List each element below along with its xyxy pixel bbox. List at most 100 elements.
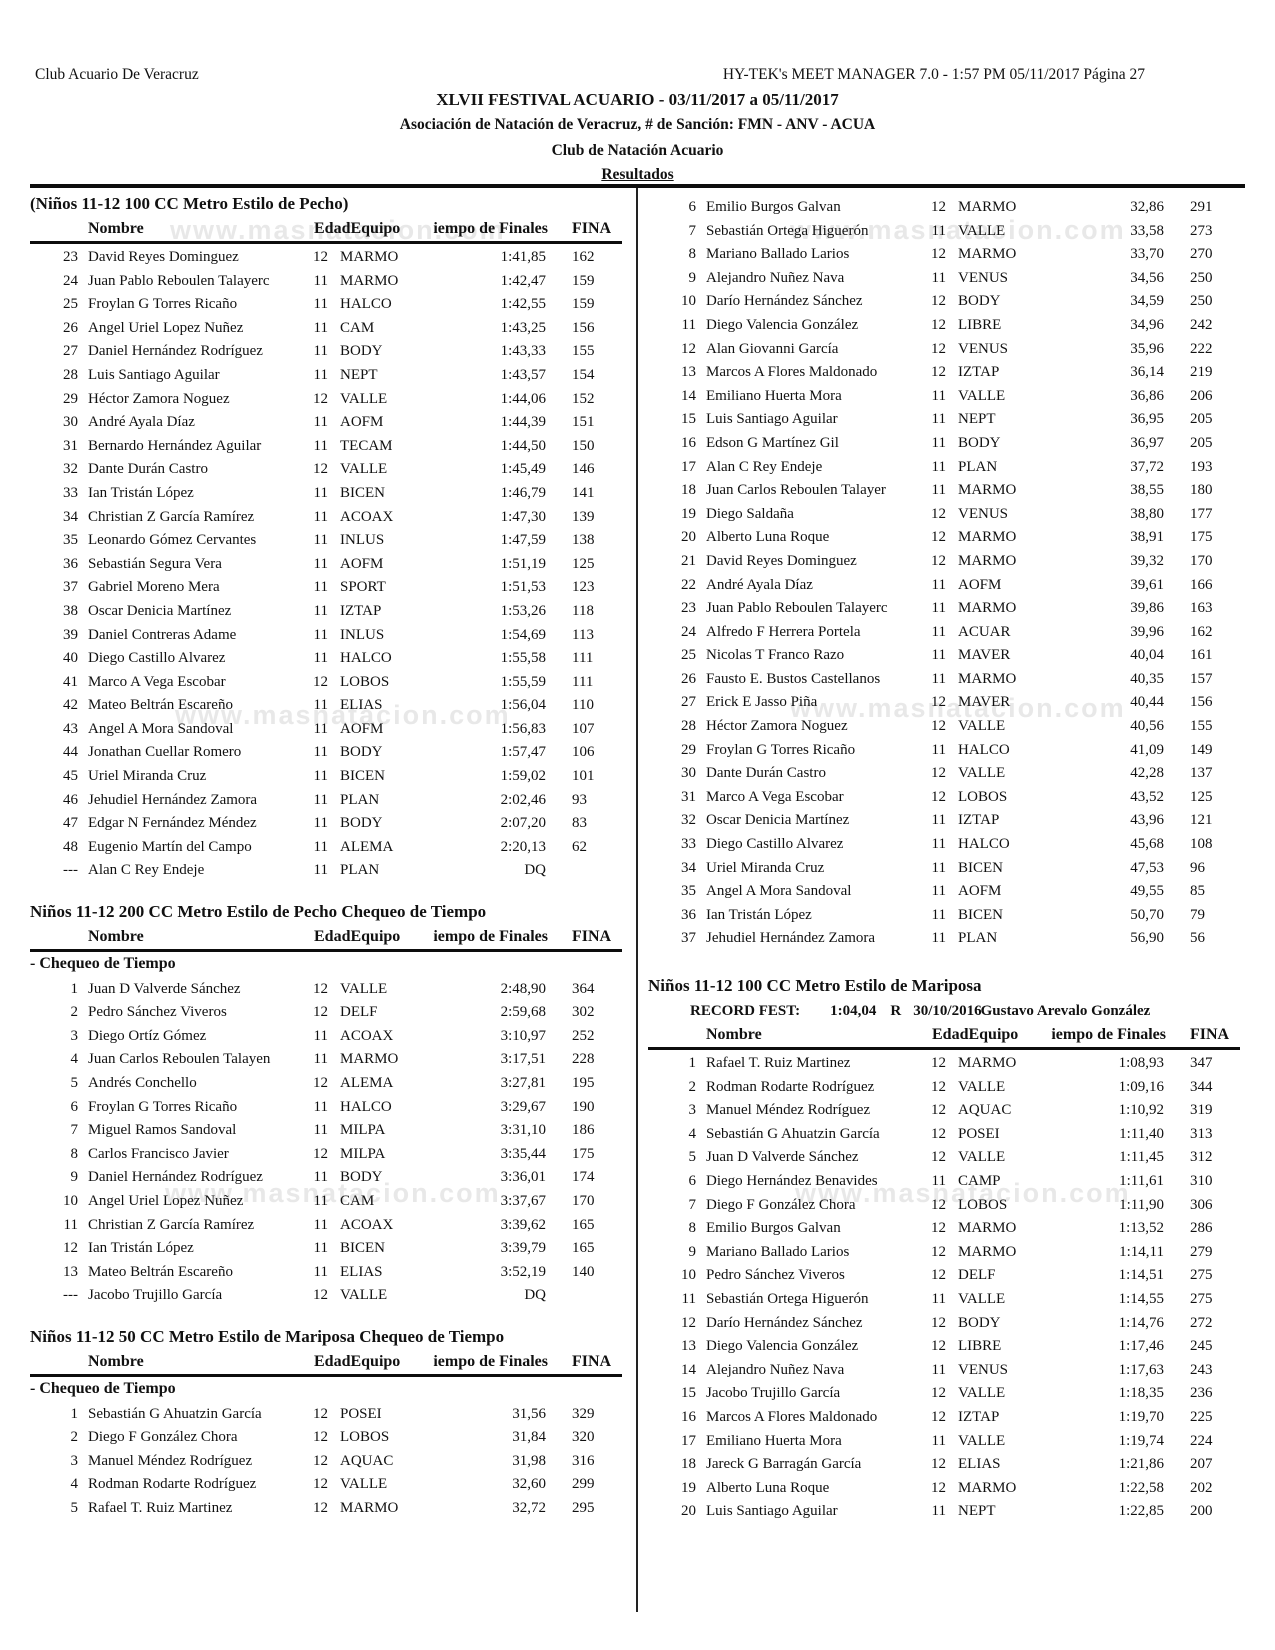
- header-tiempo-finales: iempo de Finales: [433, 928, 548, 946]
- age-cell: 11: [931, 600, 946, 617]
- age-cell: 11: [931, 930, 946, 947]
- age-cell: 11: [313, 579, 328, 596]
- fina-cell: 93: [572, 791, 587, 808]
- team-cell: MILPA: [340, 1145, 386, 1162]
- team-cell: CAM: [340, 1192, 375, 1209]
- time-cell: 1:42,47: [500, 272, 546, 289]
- result-row: 37 Gabriel Moreno Mera 11 SPORT 1:51,53 …: [30, 576, 622, 600]
- age-cell: 11: [931, 434, 946, 451]
- result-row: 31 Bernardo Hernández Aguilar 11 TECAM 1…: [30, 435, 622, 459]
- result-row: 46 Jehudiel Hernández Zamora 11 PLAN 2:0…: [30, 789, 622, 813]
- name-cell: Juan D Valverde Sánchez: [88, 980, 241, 997]
- time-cell: 36,14: [1130, 364, 1164, 381]
- name-cell: Alan Giovanni García: [706, 340, 839, 357]
- team-cell: TECAM: [340, 437, 393, 454]
- fina-cell: 137: [1190, 765, 1213, 782]
- time-cell: 3:17,51: [500, 1051, 546, 1068]
- sanction-line: Asociación de Natación de Veracruz, # de…: [399, 116, 876, 133]
- time-cell: 50,70: [1130, 906, 1164, 923]
- name-cell: Mariano Ballado Larios: [706, 1243, 850, 1260]
- result-row: 14 Emiliano Huerta Mora 11 VALLE 36,86 2…: [648, 385, 1240, 409]
- age-cell: 12: [931, 1314, 946, 1331]
- team-cell: ELIAS: [340, 697, 383, 714]
- age-cell: 11: [313, 366, 328, 383]
- left-column: (Niños 11-12 100 CC Metro Estilo de Pech…: [30, 191, 622, 1521]
- result-row: 19 Diego Saldaña 12 VENUS 38,80 177: [648, 503, 1240, 527]
- place-cell: 33: [681, 836, 696, 853]
- result-row: 36 Sebastián Segura Vera 11 AOFM 1:51,19…: [30, 553, 622, 577]
- age-cell: 11: [313, 484, 328, 501]
- age-cell: 11: [931, 883, 946, 900]
- age-cell: 12: [313, 1499, 328, 1516]
- table-header: Nombre EdadEquipo iempo de Finales FINA: [30, 217, 622, 244]
- place-cell: 4: [688, 1125, 697, 1142]
- time-cell: 1:13,52: [1118, 1220, 1164, 1237]
- fina-cell: 205: [1190, 411, 1213, 428]
- time-cell: 1:45,49: [500, 461, 546, 478]
- name-cell: Dante Durán Castro: [706, 765, 826, 782]
- place-cell: 26: [63, 319, 78, 336]
- fina-cell: 219: [1190, 364, 1213, 381]
- time-cell: 1:10,92: [1118, 1102, 1164, 1119]
- name-cell: Diego Castillo Alvarez: [706, 836, 844, 853]
- fina-cell: 344: [1190, 1078, 1213, 1095]
- time-cell: 49,55: [1130, 883, 1164, 900]
- time-cell: 33,70: [1130, 246, 1164, 263]
- header-fina: FINA: [1190, 1026, 1230, 1043]
- time-cell: 2:02,46: [500, 791, 546, 808]
- name-cell: André Ayala Díaz: [706, 576, 813, 593]
- age-cell: 12: [313, 980, 328, 997]
- team-cell: PLAN: [340, 862, 380, 879]
- place-cell: 33: [63, 484, 78, 501]
- name-cell: Mateo Beltrán Escareño: [88, 697, 233, 714]
- fina-cell: 273: [1190, 222, 1213, 239]
- age-cell: 11: [313, 1192, 328, 1209]
- fina-cell: 118: [572, 602, 594, 619]
- host-club: Club de Natación Acuario: [551, 142, 724, 159]
- fina-cell: 250: [1190, 269, 1213, 286]
- result-row: 8 Emilio Burgos Galvan 12 MARMO 1:13,52 …: [648, 1217, 1240, 1241]
- name-cell: Angel A Mora Sandoval: [706, 883, 852, 900]
- place-cell: 8: [688, 246, 697, 263]
- place-cell: 29: [63, 390, 78, 407]
- time-cell: 3:31,10: [500, 1122, 546, 1139]
- place-cell: 38: [63, 602, 78, 619]
- time-cell: 36,97: [1130, 434, 1164, 451]
- name-cell: Juan Carlos Reboulen Talayen: [88, 1051, 271, 1068]
- team-cell: MAVER: [958, 647, 1011, 664]
- fina-cell: 151: [572, 414, 595, 431]
- fina-cell: 279: [1190, 1243, 1213, 1260]
- age-cell: 12: [931, 316, 946, 333]
- team-cell: HALCO: [340, 1098, 392, 1115]
- place-cell: 34: [63, 508, 78, 525]
- result-row: 5 Rafael T. Ruiz Martinez 12 MARMO 32,72…: [30, 1497, 622, 1521]
- record-label: RECORD FEST:: [690, 1003, 801, 1019]
- result-rows-pecho-100: 23 David Reyes Dominguez 12 MARMO 1:41,8…: [30, 244, 622, 883]
- place-cell: 7: [688, 1196, 697, 1213]
- time-cell: 32,72: [512, 1499, 546, 1516]
- time-cell: 38,80: [1130, 505, 1164, 522]
- time-cell: 1:19,74: [1118, 1432, 1164, 1449]
- result-row: 12 Alan Giovanni García 12 VENUS 35,96 2…: [648, 338, 1240, 362]
- result-row: 12 Darío Hernández Sánchez 12 BODY 1:14,…: [648, 1312, 1240, 1336]
- team-cell: AQUAC: [340, 1452, 394, 1469]
- team-cell: BICEN: [958, 906, 1003, 923]
- time-cell: 36,95: [1130, 411, 1164, 428]
- time-cell: 1:59,02: [500, 768, 546, 785]
- team-cell: VENUS: [958, 1361, 1009, 1378]
- name-cell: Emiliano Huerta Mora: [706, 387, 842, 404]
- fina-cell: 306: [1190, 1196, 1213, 1213]
- place-cell: 25: [63, 296, 78, 313]
- place-cell: 13: [681, 364, 696, 381]
- result-row: 20 Alberto Luna Roque 12 MARMO 38,91 175: [648, 526, 1240, 550]
- team-cell: BICEN: [340, 484, 385, 501]
- time-cell: 38,91: [1130, 529, 1164, 546]
- place-cell: 2: [70, 1004, 79, 1021]
- name-cell: Rafael T. Ruiz Martinez: [88, 1499, 233, 1516]
- age-cell: 12: [931, 1267, 946, 1284]
- result-row: 10 Darío Hernández Sánchez 12 BODY 34,59…: [648, 290, 1240, 314]
- record-line: RECORD FEST: 1:04,04 R 30/10/2016Gustavo Ar…: [648, 999, 1240, 1023]
- fina-cell: 242: [1190, 316, 1213, 333]
- fina-cell: 291: [1190, 199, 1213, 215]
- result-row: 6 Froylan G Torres Ricaño 11 HALCO 3:29,…: [30, 1096, 622, 1120]
